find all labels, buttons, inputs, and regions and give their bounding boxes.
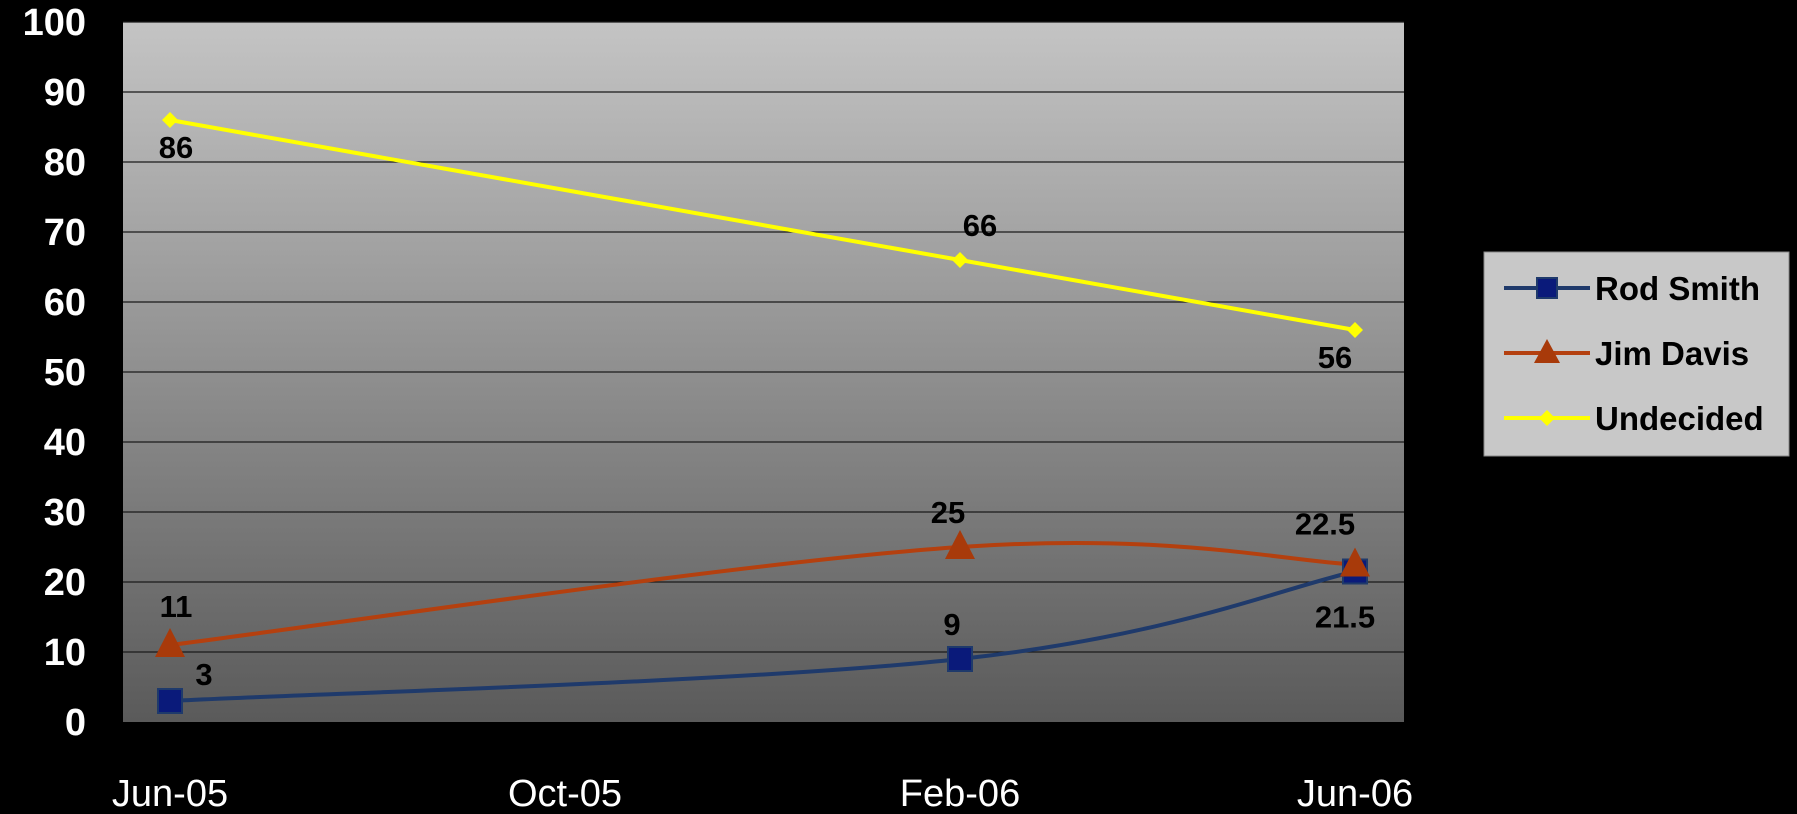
data-label-undecided-Jun-05: 86 (159, 130, 193, 165)
y-tick-label-70: 70 (44, 212, 86, 254)
y-tick-label-20: 20 (44, 562, 86, 604)
series-line-jim-davis (169, 540, 1356, 647)
y-tick-label-40: 40 (44, 422, 86, 464)
series-markers (155, 112, 1370, 714)
data-label-rod-smith-Feb-06: 9 (943, 607, 960, 642)
series-line-undecided (169, 118, 1356, 332)
x-tick-label-Feb-06: Feb-06 (900, 773, 1020, 814)
y-tick-label-10: 10 (44, 632, 86, 674)
marker-rod-smith-Jun-05 (157, 688, 183, 714)
y-tick-label-60: 60 (44, 282, 86, 324)
series-lines (169, 118, 1356, 703)
legend: Rod Smith Jim Davis Undecided (1483, 251, 1790, 457)
legend-marker-jim-davis (1534, 339, 1560, 363)
data-label-jim-davis-Jun-06: 22.5 (1295, 507, 1355, 542)
y-tick-label-100: 100 (23, 2, 86, 44)
data-label-jim-davis-Jun-05: 11 (160, 589, 193, 624)
x-tick-label-Jun-06: Jun-06 (1297, 773, 1413, 814)
y-tick-label-80: 80 (44, 142, 86, 184)
data-label-rod-smith-Jun-06: 21.5 (1315, 600, 1375, 635)
x-axis-ticks: Jun-05 Oct-05 Feb-06 Jun-06 (112, 773, 1413, 814)
marker-jim-davis-Jun-06 (1340, 547, 1370, 577)
series-line-rod-smith (169, 569, 1356, 703)
legend-label-undecided: Undecided (1595, 400, 1764, 437)
y-tick-label-0: 0 (65, 702, 86, 744)
legend-marker-rod-smith (1536, 277, 1558, 299)
legend-label-jim-davis: Jim Davis (1595, 335, 1749, 372)
marker-jim-davis-Feb-06 (945, 530, 975, 559)
marker-jim-davis-Jun-05 (155, 628, 185, 657)
data-label-undecided-Feb-06: 66 (963, 208, 997, 243)
data-label-undecided-Jun-06: 56 (1318, 340, 1352, 375)
y-tick-label-90: 90 (44, 72, 86, 114)
marker-rod-smith-Feb-06 (947, 646, 973, 672)
marker-undecided-Jun-06 (1347, 322, 1363, 338)
gridlines (123, 21, 1404, 653)
x-tick-label-Jun-05: Jun-05 (112, 773, 228, 814)
y-axis-ticks: 0 10 20 30 40 50 60 70 80 90 100 (23, 2, 86, 744)
marker-undecided-Feb-06 (952, 252, 968, 268)
x-tick-label-Oct-05: Oct-05 (508, 773, 622, 814)
data-label-jim-davis-Feb-06: 25 (931, 495, 965, 530)
marker-undecided-Jun-05 (162, 112, 178, 128)
legend-label-rod-smith: Rod Smith (1595, 270, 1760, 307)
data-labels: 3 9 21.5 11 25 22.5 86 66 56 (159, 130, 1375, 692)
legend-marker-undecided (1539, 410, 1555, 426)
data-label-rod-smith-Jun-05: 3 (195, 657, 212, 692)
y-tick-label-50: 50 (44, 352, 86, 394)
y-tick-label-30: 30 (44, 492, 86, 534)
